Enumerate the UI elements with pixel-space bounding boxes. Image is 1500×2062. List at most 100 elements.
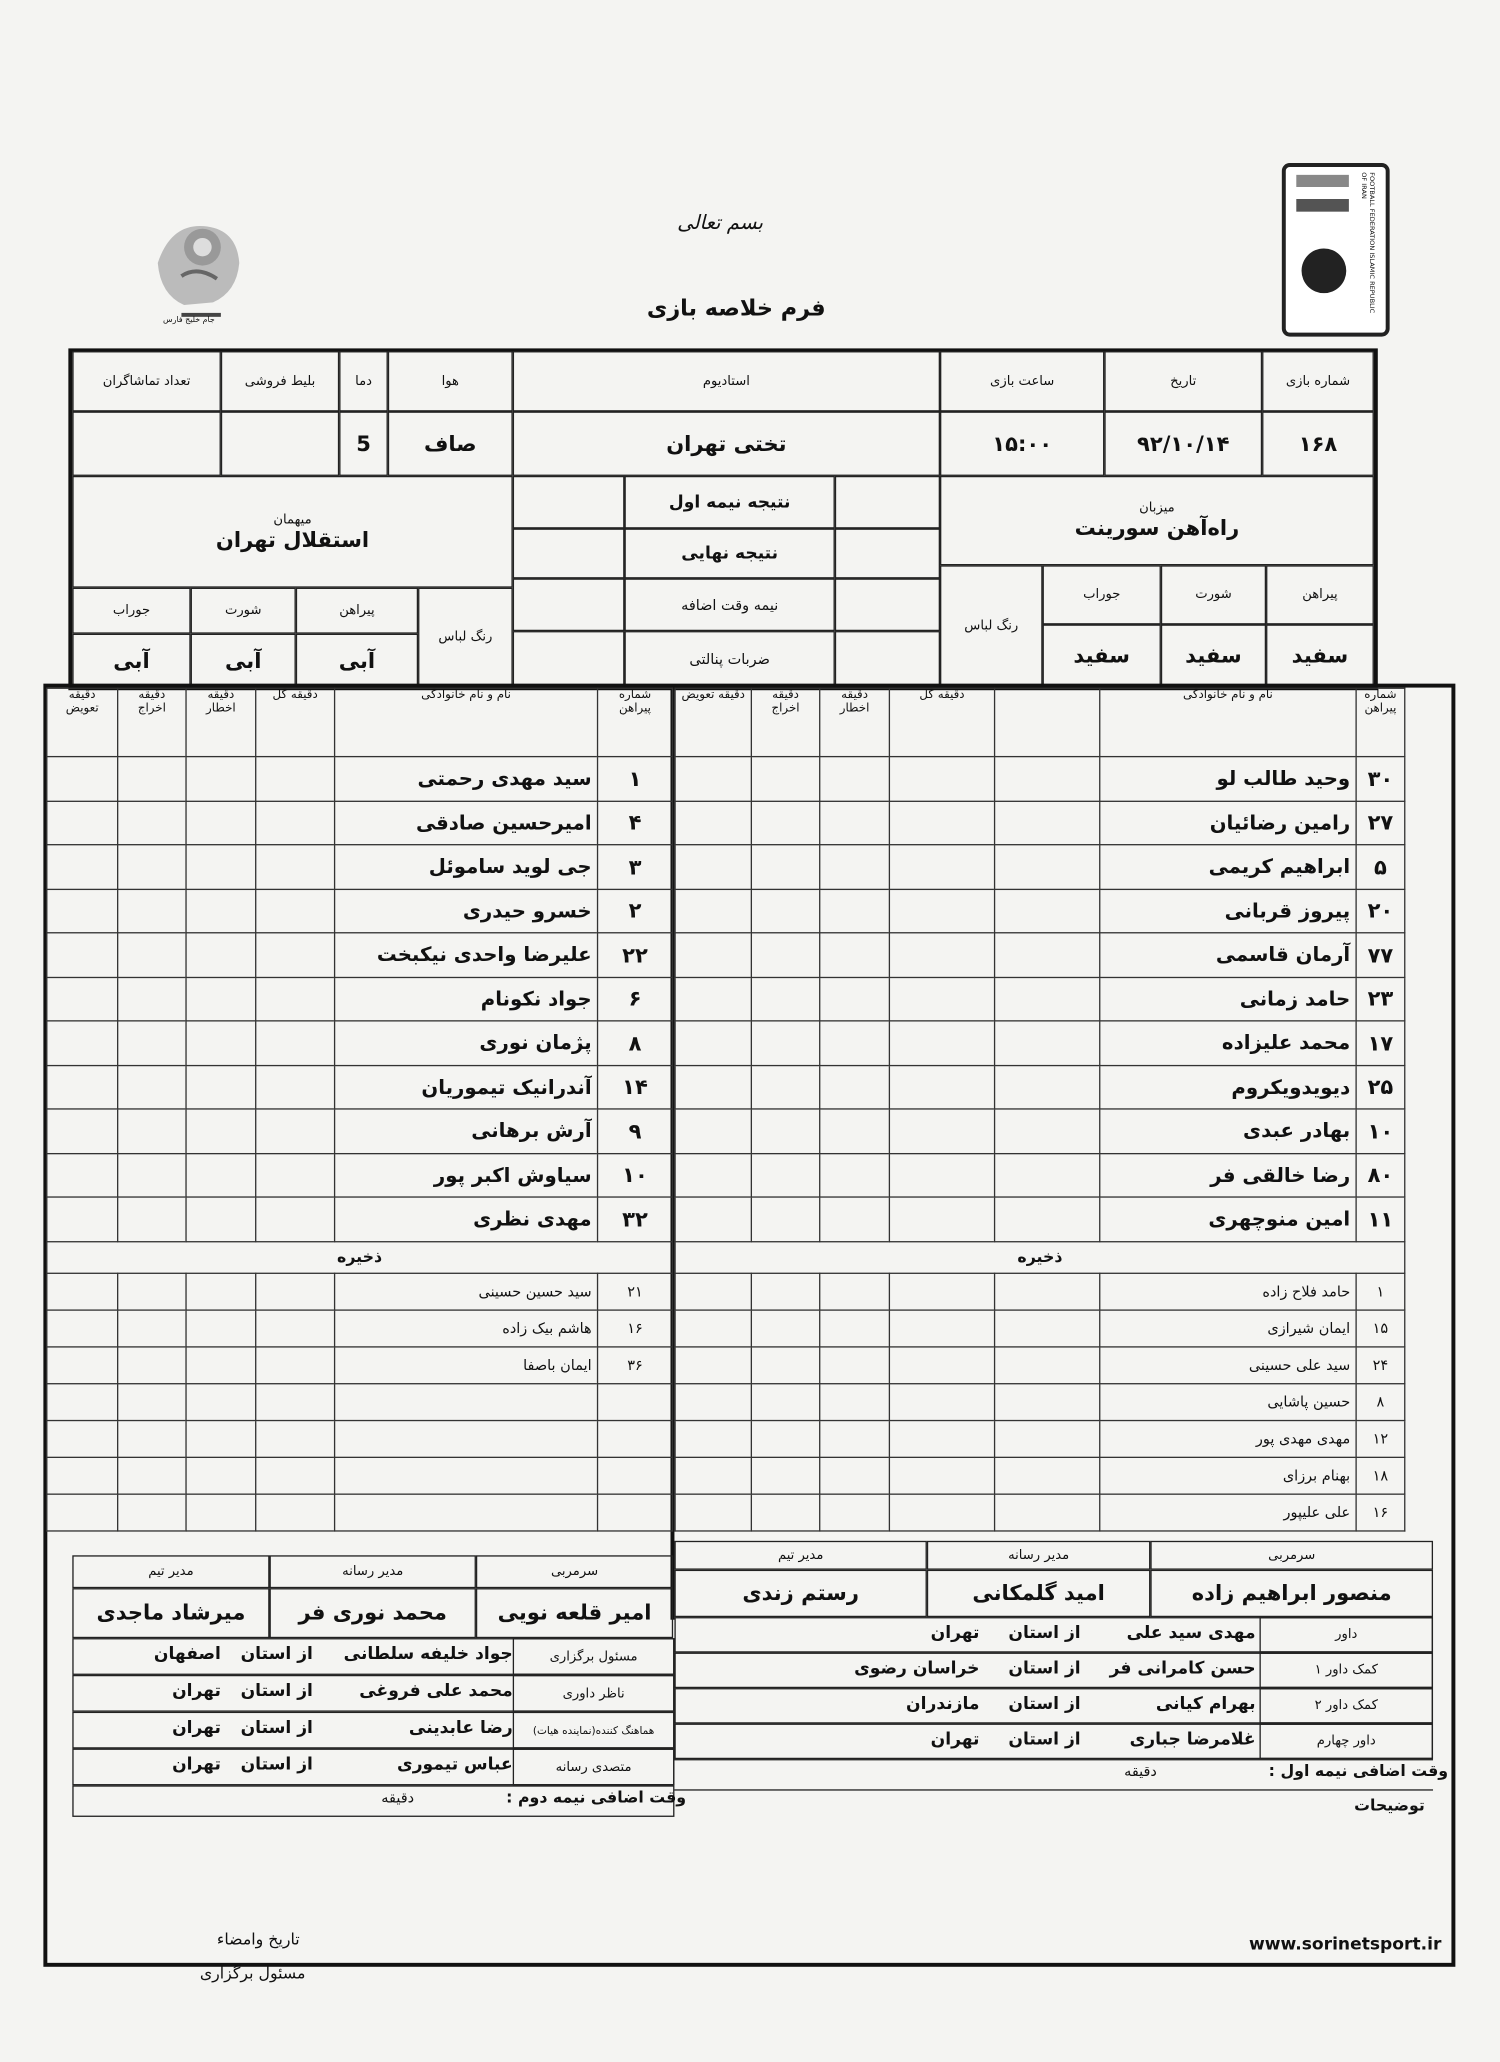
minute-cell[interactable] (117, 1345, 187, 1384)
minute-cell[interactable] (750, 1456, 821, 1495)
minute-cell[interactable] (819, 1419, 891, 1458)
minute-cell[interactable] (888, 1382, 996, 1421)
minute-cell[interactable] (117, 755, 187, 802)
minute-cell[interactable] (750, 1152, 821, 1198)
minute-cell[interactable] (993, 1382, 1101, 1421)
minute-cell[interactable] (185, 800, 257, 846)
minute-cell[interactable] (117, 1152, 187, 1198)
minute-cell[interactable] (674, 932, 753, 978)
minute-cell[interactable] (185, 755, 257, 802)
minute-cell[interactable] (255, 1152, 336, 1198)
minute-cell[interactable] (46, 1382, 119, 1421)
minute-cell[interactable] (674, 1419, 753, 1458)
minute-cell[interactable] (888, 1419, 996, 1458)
minute-cell[interactable] (46, 932, 119, 978)
minute-cell[interactable] (888, 1064, 996, 1110)
minute-cell[interactable] (255, 1308, 336, 1347)
minute-cell[interactable] (185, 1196, 257, 1242)
minute-cell[interactable] (117, 844, 187, 890)
minute-cell[interactable] (750, 932, 821, 978)
minute-cell[interactable] (117, 1271, 187, 1311)
minute-cell[interactable] (255, 800, 336, 846)
minute-cell[interactable] (888, 1152, 996, 1198)
minute-cell[interactable] (993, 1064, 1101, 1110)
minute-cell[interactable] (46, 1271, 119, 1311)
minute-cell[interactable] (888, 932, 996, 978)
minute-cell[interactable] (993, 976, 1101, 1022)
minute-cell[interactable] (888, 1196, 996, 1242)
minute-cell[interactable] (750, 1271, 821, 1311)
minute-cell[interactable] (185, 1271, 257, 1311)
minute-cell[interactable] (888, 1108, 996, 1154)
minute-cell[interactable] (674, 1345, 753, 1384)
minute-cell[interactable] (46, 755, 119, 802)
minute-cell[interactable] (46, 1308, 119, 1347)
minute-cell[interactable] (255, 1064, 336, 1110)
minute-cell[interactable] (888, 1020, 996, 1066)
minute-cell[interactable] (674, 1152, 753, 1198)
minute-cell[interactable] (674, 1308, 753, 1347)
minute-cell[interactable] (46, 1064, 119, 1110)
minute-cell[interactable] (750, 1382, 821, 1421)
minute-cell[interactable] (750, 888, 821, 934)
minute-cell[interactable] (750, 800, 821, 846)
minute-cell[interactable] (819, 1196, 891, 1242)
minute-cell[interactable] (750, 1196, 821, 1242)
minute-cell[interactable] (255, 888, 336, 934)
minute-cell[interactable] (674, 844, 753, 890)
minute-cell[interactable] (819, 1345, 891, 1384)
minute-cell[interactable] (819, 888, 891, 934)
minute-cell[interactable] (674, 1020, 753, 1066)
minute-cell[interactable] (993, 844, 1101, 890)
minute-cell[interactable] (185, 976, 257, 1022)
minute-cell[interactable] (750, 755, 821, 802)
minute-cell[interactable] (888, 1308, 996, 1347)
minute-cell[interactable] (888, 976, 996, 1022)
minute-cell[interactable] (185, 1492, 257, 1531)
minute-cell[interactable] (750, 976, 821, 1022)
minute-cell[interactable] (117, 800, 187, 846)
minute-cell[interactable] (185, 1020, 257, 1066)
minute-cell[interactable] (255, 932, 336, 978)
minute-cell[interactable] (750, 1064, 821, 1110)
minute-cell[interactable] (888, 755, 996, 802)
minute-cell[interactable] (46, 976, 119, 1022)
minute-cell[interactable] (674, 800, 753, 846)
minute-cell[interactable] (46, 1196, 119, 1242)
minute-cell[interactable] (255, 1456, 336, 1495)
minute-cell[interactable] (750, 1308, 821, 1347)
minute-cell[interactable] (46, 844, 119, 890)
minute-cell[interactable] (674, 976, 753, 1022)
minute-cell[interactable] (117, 976, 187, 1022)
minute-cell[interactable] (750, 1020, 821, 1066)
minute-cell[interactable] (674, 1064, 753, 1110)
minute-cell[interactable] (255, 1020, 336, 1066)
minute-cell[interactable] (255, 1345, 336, 1384)
minute-cell[interactable] (117, 1456, 187, 1495)
minute-cell[interactable] (993, 1152, 1101, 1198)
minute-cell[interactable] (993, 755, 1101, 802)
minute-cell[interactable] (674, 755, 753, 802)
minute-cell[interactable] (993, 1456, 1101, 1495)
minute-cell[interactable] (819, 800, 891, 846)
minute-cell[interactable] (185, 1345, 257, 1384)
minute-cell[interactable] (185, 1108, 257, 1154)
minute-cell[interactable] (117, 1308, 187, 1347)
minute-cell[interactable] (185, 888, 257, 934)
minute-cell[interactable] (255, 1196, 336, 1242)
minute-cell[interactable] (888, 1271, 996, 1311)
minute-cell[interactable] (46, 1419, 119, 1458)
minute-cell[interactable] (993, 1196, 1101, 1242)
minute-cell[interactable] (888, 1456, 996, 1495)
minute-cell[interactable] (993, 1271, 1101, 1311)
minute-cell[interactable] (185, 1308, 257, 1347)
minute-cell[interactable] (46, 1020, 119, 1066)
minute-cell[interactable] (117, 1064, 187, 1110)
minute-cell[interactable] (255, 1108, 336, 1154)
minute-cell[interactable] (888, 1345, 996, 1384)
minute-cell[interactable] (819, 755, 891, 802)
minute-cell[interactable] (888, 888, 996, 934)
minute-cell[interactable] (993, 1492, 1101, 1531)
minute-cell[interactable] (993, 1345, 1101, 1384)
minute-cell[interactable] (888, 844, 996, 890)
